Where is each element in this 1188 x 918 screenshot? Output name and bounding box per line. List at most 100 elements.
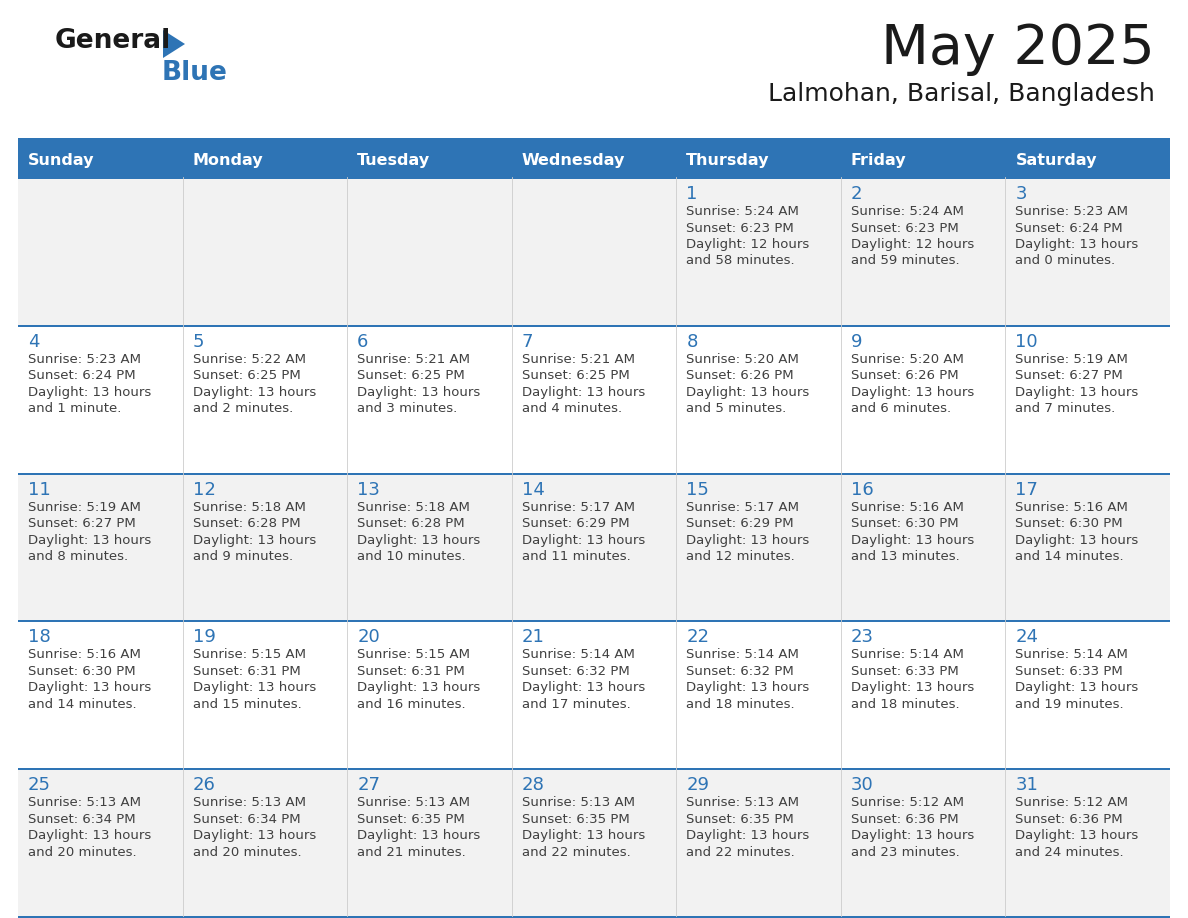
Bar: [183, 143, 347, 177]
Text: Sunset: 6:34 PM: Sunset: 6:34 PM: [192, 812, 301, 825]
Text: Daylight: 13 hours: Daylight: 13 hours: [358, 386, 480, 398]
Text: Daylight: 13 hours: Daylight: 13 hours: [1016, 829, 1138, 842]
Text: Sunset: 6:30 PM: Sunset: 6:30 PM: [851, 517, 959, 530]
Text: Daylight: 13 hours: Daylight: 13 hours: [29, 681, 151, 694]
Text: Friday: Friday: [851, 153, 906, 169]
Text: Daylight: 13 hours: Daylight: 13 hours: [29, 829, 151, 842]
Text: 26: 26: [192, 777, 215, 794]
Text: Sunset: 6:24 PM: Sunset: 6:24 PM: [29, 369, 135, 382]
Text: and 21 minutes.: and 21 minutes.: [358, 845, 466, 858]
Text: and 22 minutes.: and 22 minutes.: [522, 845, 631, 858]
Text: Sunset: 6:25 PM: Sunset: 6:25 PM: [358, 369, 465, 382]
Text: and 9 minutes.: and 9 minutes.: [192, 550, 292, 563]
Text: Daylight: 12 hours: Daylight: 12 hours: [687, 238, 809, 251]
Text: Sunrise: 5:18 AM: Sunrise: 5:18 AM: [358, 500, 470, 513]
Text: and 18 minutes.: and 18 minutes.: [687, 698, 795, 711]
Text: Sunrise: 5:18 AM: Sunrise: 5:18 AM: [192, 500, 305, 513]
Text: and 8 minutes.: and 8 minutes.: [29, 550, 128, 563]
Text: Sunrise: 5:14 AM: Sunrise: 5:14 AM: [522, 648, 634, 661]
Text: Sunset: 6:29 PM: Sunset: 6:29 PM: [522, 517, 630, 530]
Text: and 4 minutes.: and 4 minutes.: [522, 402, 621, 415]
Bar: [347, 143, 512, 177]
Text: and 7 minutes.: and 7 minutes.: [1016, 402, 1116, 415]
Text: Sunrise: 5:20 AM: Sunrise: 5:20 AM: [687, 353, 800, 365]
Text: 20: 20: [358, 629, 380, 646]
Text: Daylight: 13 hours: Daylight: 13 hours: [192, 829, 316, 842]
Text: Sunset: 6:26 PM: Sunset: 6:26 PM: [687, 369, 794, 382]
Bar: [512, 143, 676, 177]
Text: 18: 18: [29, 629, 51, 646]
Text: and 0 minutes.: and 0 minutes.: [1016, 254, 1116, 267]
Text: Sunset: 6:33 PM: Sunset: 6:33 PM: [1016, 665, 1123, 677]
Text: Sunrise: 5:13 AM: Sunrise: 5:13 AM: [687, 796, 800, 809]
Text: and 24 minutes.: and 24 minutes.: [1016, 845, 1124, 858]
Text: Daylight: 13 hours: Daylight: 13 hours: [29, 533, 151, 546]
Text: Sunset: 6:31 PM: Sunset: 6:31 PM: [192, 665, 301, 677]
Text: Sunset: 6:27 PM: Sunset: 6:27 PM: [29, 517, 135, 530]
Text: Sunrise: 5:14 AM: Sunrise: 5:14 AM: [687, 648, 800, 661]
Text: Sunset: 6:30 PM: Sunset: 6:30 PM: [1016, 517, 1123, 530]
Text: Sunset: 6:29 PM: Sunset: 6:29 PM: [687, 517, 794, 530]
Text: Sunrise: 5:16 AM: Sunrise: 5:16 AM: [851, 500, 963, 513]
Text: 6: 6: [358, 333, 368, 351]
Text: May 2025: May 2025: [881, 22, 1155, 76]
Text: Daylight: 13 hours: Daylight: 13 hours: [522, 386, 645, 398]
Text: Sunrise: 5:23 AM: Sunrise: 5:23 AM: [29, 353, 141, 365]
Text: Sunset: 6:25 PM: Sunset: 6:25 PM: [522, 369, 630, 382]
Text: 27: 27: [358, 777, 380, 794]
Bar: [18, 621, 1170, 622]
Text: Daylight: 13 hours: Daylight: 13 hours: [29, 386, 151, 398]
Text: Sunrise: 5:19 AM: Sunrise: 5:19 AM: [1016, 353, 1129, 365]
Text: Daylight: 13 hours: Daylight: 13 hours: [192, 681, 316, 694]
Bar: [18, 177, 1170, 325]
Text: Daylight: 13 hours: Daylight: 13 hours: [1016, 533, 1138, 546]
Text: 19: 19: [192, 629, 215, 646]
Text: Sunrise: 5:20 AM: Sunrise: 5:20 AM: [851, 353, 963, 365]
Text: Sunrise: 5:13 AM: Sunrise: 5:13 AM: [29, 796, 141, 809]
Text: General: General: [55, 28, 171, 54]
Text: Daylight: 13 hours: Daylight: 13 hours: [1016, 386, 1138, 398]
Text: Thursday: Thursday: [687, 153, 770, 169]
Text: and 20 minutes.: and 20 minutes.: [192, 845, 302, 858]
Text: 28: 28: [522, 777, 544, 794]
Bar: [18, 325, 1170, 473]
Text: 8: 8: [687, 333, 697, 351]
Text: Sunset: 6:26 PM: Sunset: 6:26 PM: [851, 369, 959, 382]
Text: and 6 minutes.: and 6 minutes.: [851, 402, 950, 415]
Text: Daylight: 13 hours: Daylight: 13 hours: [687, 533, 809, 546]
Text: Wednesday: Wednesday: [522, 153, 625, 169]
Text: 17: 17: [1016, 481, 1038, 498]
Text: Sunrise: 5:21 AM: Sunrise: 5:21 AM: [358, 353, 470, 365]
Text: Daylight: 13 hours: Daylight: 13 hours: [687, 829, 809, 842]
Text: and 14 minutes.: and 14 minutes.: [1016, 550, 1124, 563]
Text: 29: 29: [687, 777, 709, 794]
Text: Sunset: 6:28 PM: Sunset: 6:28 PM: [192, 517, 301, 530]
Text: 21: 21: [522, 629, 544, 646]
Bar: [18, 325, 1170, 327]
Text: Daylight: 13 hours: Daylight: 13 hours: [851, 681, 974, 694]
Text: 1: 1: [687, 185, 697, 203]
Text: Monday: Monday: [192, 153, 264, 169]
Text: Daylight: 13 hours: Daylight: 13 hours: [358, 829, 480, 842]
Text: Daylight: 13 hours: Daylight: 13 hours: [851, 829, 974, 842]
Bar: [18, 473, 1170, 475]
Text: Daylight: 13 hours: Daylight: 13 hours: [358, 533, 480, 546]
Text: and 20 minutes.: and 20 minutes.: [29, 845, 137, 858]
Text: 7: 7: [522, 333, 533, 351]
Bar: [18, 177, 1170, 179]
Text: Sunset: 6:35 PM: Sunset: 6:35 PM: [522, 812, 630, 825]
Text: Daylight: 13 hours: Daylight: 13 hours: [851, 386, 974, 398]
Text: Sunrise: 5:24 AM: Sunrise: 5:24 AM: [851, 205, 963, 218]
Text: Daylight: 13 hours: Daylight: 13 hours: [192, 533, 316, 546]
Bar: [18, 768, 1170, 916]
Text: 10: 10: [1016, 333, 1038, 351]
Text: Sunrise: 5:15 AM: Sunrise: 5:15 AM: [358, 648, 470, 661]
Text: Sunrise: 5:14 AM: Sunrise: 5:14 AM: [851, 648, 963, 661]
Text: and 11 minutes.: and 11 minutes.: [522, 550, 631, 563]
Text: Sunrise: 5:13 AM: Sunrise: 5:13 AM: [358, 796, 470, 809]
Text: Sunrise: 5:17 AM: Sunrise: 5:17 AM: [522, 500, 634, 513]
Text: and 19 minutes.: and 19 minutes.: [1016, 698, 1124, 711]
Text: Daylight: 13 hours: Daylight: 13 hours: [522, 829, 645, 842]
Text: Sunrise: 5:19 AM: Sunrise: 5:19 AM: [29, 500, 141, 513]
Polygon shape: [163, 30, 185, 58]
